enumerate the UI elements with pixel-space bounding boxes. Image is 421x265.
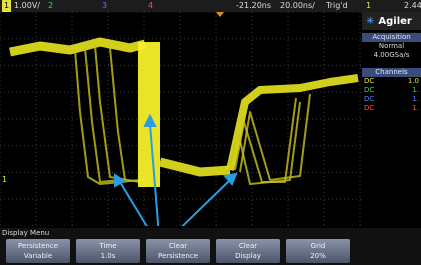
sample-rate: 4.00GSa/s	[362, 51, 421, 60]
channels-title: Channels	[362, 68, 421, 77]
channel-number: 1	[2, 0, 11, 12]
trigger-status: Trig'd	[326, 0, 348, 12]
oscilloscope-screen: 1 1.00V/ 2 3 4 -21.20ns 20.00ns/ Trig'd …	[0, 0, 421, 265]
menu-title: Display Menu	[2, 229, 49, 237]
waveform	[10, 42, 358, 187]
channel-3: 3	[102, 0, 107, 12]
softkey-label: Clear	[146, 241, 210, 251]
softkey-label: Clear	[216, 241, 280, 251]
trigger-marker	[216, 12, 224, 17]
waveform-display: 1	[0, 12, 361, 226]
coupling: DC	[364, 86, 374, 95]
softkey-value: Variable	[6, 251, 70, 261]
brand: Agiler	[378, 16, 411, 27]
ground-marker: 1	[2, 175, 7, 184]
delay: -21.20ns	[236, 0, 271, 12]
channel-scale: 1.	[412, 86, 419, 95]
coupling: DC	[364, 95, 374, 104]
softkey-label: Time	[76, 241, 140, 251]
channel-scale: 1.	[412, 95, 419, 104]
channel-row: DC 1.	[362, 104, 421, 113]
timebase: 20.00ns/	[280, 0, 315, 12]
softkey-value: Persistence	[146, 251, 210, 261]
softkey-value: 20%	[286, 251, 350, 261]
softkey-label: Persistence	[6, 241, 70, 251]
channel-row: DC 1.	[362, 86, 421, 95]
trigger-level: 2.44	[404, 0, 421, 12]
softkey-label: Grid	[286, 241, 350, 251]
channel-list: DC 1.0 DC 1. DC 1. DC 1.	[362, 77, 421, 113]
brand-bar: ✳Agiler	[362, 12, 421, 30]
channel-4: 4	[148, 0, 153, 12]
coupling: DC	[364, 104, 374, 113]
channel-scale: 1.00V/	[14, 0, 40, 12]
side-panel: ✳Agiler Acquisition Normal 4.00GSa/s Cha…	[362, 12, 421, 226]
softkey-value: Display	[216, 251, 280, 261]
channel-2: 2	[48, 0, 53, 12]
channel-row: DC 1.0	[362, 77, 421, 86]
acquisition-mode: Normal	[362, 42, 421, 51]
trigger-source: 1	[366, 0, 371, 12]
channel-scale: 1.0	[408, 77, 419, 86]
channel-row: DC 1.	[362, 95, 421, 104]
channel-scale: 1.	[412, 104, 419, 113]
status-bar	[0, 0, 421, 12]
acquisition-title: Acquisition	[362, 33, 421, 42]
softkey-value: 1.0s	[76, 251, 140, 261]
coupling: DC	[364, 77, 374, 86]
